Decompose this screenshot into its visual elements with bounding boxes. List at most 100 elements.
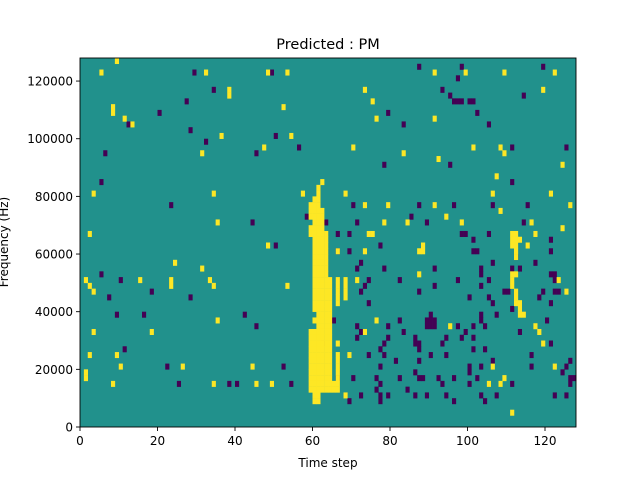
high-value-cell [320, 242, 325, 249]
high-value-cell [514, 288, 519, 295]
high-value-cell [343, 277, 348, 284]
high-value-cell [316, 207, 321, 214]
low-value-cell [552, 392, 557, 399]
high-value-cell [328, 352, 333, 359]
high-value-cell [498, 144, 503, 151]
high-value-cell [300, 190, 306, 197]
low-value-cell [397, 375, 402, 382]
high-value-cell [510, 236, 515, 243]
high-value-cell [355, 277, 360, 284]
low-value-cell [452, 202, 457, 209]
low-value-cell [440, 380, 445, 387]
high-value-cell [324, 380, 329, 387]
high-value-cell [316, 352, 321, 359]
high-value-cell [316, 254, 321, 261]
high-value-cell [324, 363, 329, 370]
high-value-cell [266, 69, 271, 76]
low-value-cell [359, 259, 364, 266]
high-value-cell [343, 288, 348, 295]
low-value-cell [479, 311, 484, 318]
high-value-cell [312, 207, 317, 214]
low-value-cell [517, 265, 523, 272]
low-value-cell [490, 357, 495, 364]
high-value-cell [312, 317, 317, 324]
high-value-cell [316, 230, 321, 237]
high-value-cell [149, 328, 154, 335]
high-value-cell [99, 69, 104, 76]
high-value-cell [335, 277, 340, 284]
high-value-cell [405, 219, 410, 226]
high-value-cell [320, 305, 325, 312]
low-value-cell [382, 340, 387, 347]
high-value-cell [517, 305, 523, 312]
low-value-cell [397, 317, 402, 324]
high-value-cell [366, 230, 371, 237]
high-value-cell [316, 334, 321, 341]
high-value-cell [324, 323, 329, 330]
high-value-cell [316, 311, 321, 318]
low-value-cell [440, 340, 445, 347]
high-value-cell [324, 236, 329, 243]
high-value-cell [525, 242, 530, 249]
high-value-cell [312, 352, 317, 359]
y-axis-label: Frequency (Hz) [0, 197, 11, 288]
high-value-cell [324, 386, 329, 393]
low-value-cell [479, 271, 484, 278]
high-value-cell [552, 363, 557, 370]
high-value-cell [320, 317, 325, 324]
y-tick-label: 40000 [35, 305, 73, 319]
low-value-cell [475, 375, 480, 382]
high-value-cell [556, 277, 561, 284]
high-value-cell [331, 380, 337, 387]
high-value-cell [111, 380, 116, 387]
high-value-cell [320, 219, 325, 226]
high-value-cell [335, 380, 340, 387]
x-tick-label: 20 [150, 434, 165, 448]
high-value-cell [312, 271, 317, 278]
high-value-cell [362, 328, 368, 335]
high-value-cell [351, 144, 356, 151]
high-value-cell [320, 346, 325, 353]
high-value-cell [324, 328, 329, 335]
low-value-cell [494, 392, 499, 399]
high-value-cell [320, 288, 325, 295]
low-value-cell [568, 380, 573, 387]
high-value-cell [335, 369, 340, 376]
high-value-cell [335, 363, 340, 370]
high-value-cell [324, 352, 329, 359]
plot-frame [79, 57, 577, 428]
high-value-cell [510, 242, 515, 249]
high-value-cell [324, 369, 329, 376]
high-value-cell [541, 86, 546, 93]
high-value-cell [320, 352, 325, 359]
high-value-cell [459, 219, 464, 226]
x-axis: 0 20 40 60 80 100 120 [76, 427, 556, 448]
low-value-cell [401, 328, 406, 335]
high-value-cell [169, 277, 174, 284]
low-value-cell [359, 288, 364, 295]
high-value-cell [180, 363, 185, 370]
high-value-cell [316, 225, 321, 232]
low-value-cell [366, 277, 371, 284]
low-value-cell [378, 346, 383, 353]
low-value-cell [417, 288, 422, 295]
low-value-cell [486, 294, 492, 301]
high-value-cell [490, 190, 495, 197]
high-value-cell [312, 334, 317, 341]
low-value-cell [552, 271, 557, 278]
high-value-cell [211, 190, 216, 197]
high-value-cell [324, 317, 329, 324]
high-value-cell [328, 386, 333, 393]
low-value-cell [463, 328, 468, 335]
low-value-cell [455, 75, 461, 82]
high-value-cell [494, 173, 499, 180]
low-value-cell [548, 236, 554, 243]
high-value-cell [320, 334, 325, 341]
high-value-cell [285, 69, 290, 76]
low-value-cell [347, 230, 352, 237]
high-value-cell [312, 225, 317, 232]
low-value-cell [560, 369, 565, 376]
high-value-cell [83, 375, 89, 382]
low-value-cell [510, 265, 515, 272]
low-value-cell [541, 288, 546, 295]
